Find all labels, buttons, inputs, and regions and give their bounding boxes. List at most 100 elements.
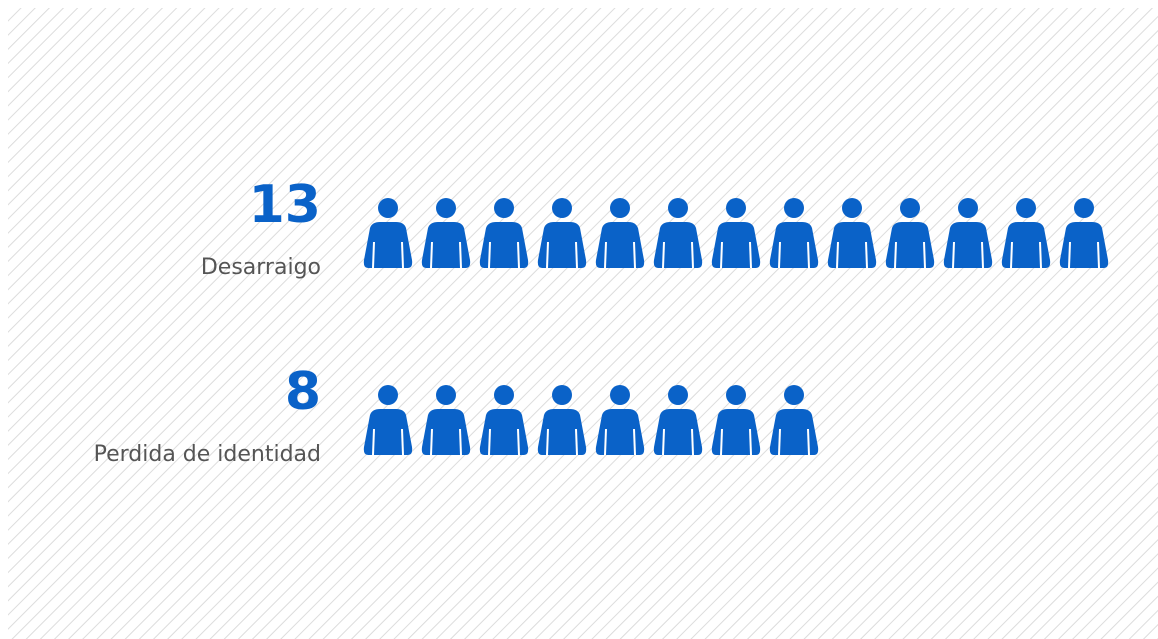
icon-arm-gap (778, 241, 781, 269)
icon-body (943, 222, 993, 268)
icon-arm-gap (488, 428, 491, 456)
icon-arm-gap (546, 428, 549, 456)
person-icon (421, 385, 471, 456)
icon-body (653, 222, 703, 268)
icon-arm-gap (459, 241, 462, 269)
category-label: Perdida de identidad (94, 442, 321, 467)
icon-body (363, 222, 413, 268)
icon-arm-gap (952, 241, 955, 269)
icon-arm-gap (836, 241, 839, 269)
person-icon (885, 198, 935, 269)
icon-arm-gap (488, 241, 491, 269)
icon-arm-gap (459, 428, 462, 456)
icon-head (784, 198, 804, 218)
person-icon (653, 385, 703, 456)
icon-arm-gap (401, 428, 404, 456)
icon-arm-gap (517, 428, 520, 456)
icon-arm-gap (401, 241, 404, 269)
icon-head (1074, 198, 1094, 218)
person-icon (1059, 198, 1109, 269)
person-icon (653, 198, 703, 269)
icon-arm-gap (691, 428, 694, 456)
icon-head (958, 198, 978, 218)
icon-arm-gap (720, 428, 723, 456)
person-icon (537, 198, 587, 269)
icon-body (769, 222, 819, 268)
person-icon (595, 198, 645, 269)
icon-body (537, 222, 587, 268)
icon-arm-gap (749, 241, 752, 269)
icon-head (726, 198, 746, 218)
icon-arm-gap (749, 428, 752, 456)
icon-arm-gap (430, 428, 433, 456)
icon-arm-gap (981, 241, 984, 269)
person-icon (595, 385, 645, 456)
icon-arm-gap (575, 241, 578, 269)
icon-arm-gap (1097, 241, 1100, 269)
icon-arm-gap (372, 241, 375, 269)
icon-body (1001, 222, 1051, 268)
person-icon (479, 385, 529, 456)
icon-arm-gap (517, 241, 520, 269)
icon-arm-gap (662, 241, 665, 269)
icon-head (842, 198, 862, 218)
icon-head (726, 385, 746, 405)
person-icon (827, 198, 877, 269)
icon-head (436, 198, 456, 218)
icon-body (537, 409, 587, 455)
icon-arm-gap (807, 241, 810, 269)
icon-arm-gap (1010, 241, 1013, 269)
icon-head (668, 385, 688, 405)
icon-body (711, 222, 761, 268)
icon-arm-gap (604, 241, 607, 269)
person-icon (1001, 198, 1051, 269)
icon-arm-gap (923, 241, 926, 269)
icon-body (1059, 222, 1109, 268)
icon-arm-gap (807, 428, 810, 456)
icon-head (1016, 198, 1036, 218)
icon-head (494, 385, 514, 405)
icon-arm-gap (604, 428, 607, 456)
icon-arm-gap (894, 241, 897, 269)
person-icon (537, 385, 587, 456)
icon-head (552, 198, 572, 218)
icon-head (610, 198, 630, 218)
icon-head (900, 198, 920, 218)
icon-head (378, 385, 398, 405)
icon-body (421, 409, 471, 455)
icon-head (436, 385, 456, 405)
icon-arm-gap (778, 428, 781, 456)
icon-arm-gap (430, 241, 433, 269)
icon-head (784, 385, 804, 405)
icon-arm-gap (662, 428, 665, 456)
icon-body (769, 409, 819, 455)
category-label: Desarraigo (201, 255, 321, 280)
icon-body (421, 222, 471, 268)
icon-body (595, 222, 645, 268)
icon-body (885, 222, 935, 268)
icon-body (479, 409, 529, 455)
person-icon (769, 385, 819, 456)
icon-arm-gap (372, 428, 375, 456)
icon-body (827, 222, 877, 268)
value-label: 8 (285, 362, 321, 422)
icon-head (610, 385, 630, 405)
person-icon (711, 198, 761, 269)
icon-arm-gap (865, 241, 868, 269)
person-icon (711, 385, 761, 456)
background (8, 8, 1158, 639)
icon-head (552, 385, 572, 405)
value-label: 13 (249, 175, 321, 235)
icon-body (363, 409, 413, 455)
icon-arm-gap (546, 241, 549, 269)
icon-arm-gap (720, 241, 723, 269)
icon-head (668, 198, 688, 218)
person-icon (769, 198, 819, 269)
icon-body (595, 409, 645, 455)
icon-body (653, 409, 703, 455)
person-icon (363, 385, 413, 456)
icon-head (378, 198, 398, 218)
person-icon (363, 198, 413, 269)
